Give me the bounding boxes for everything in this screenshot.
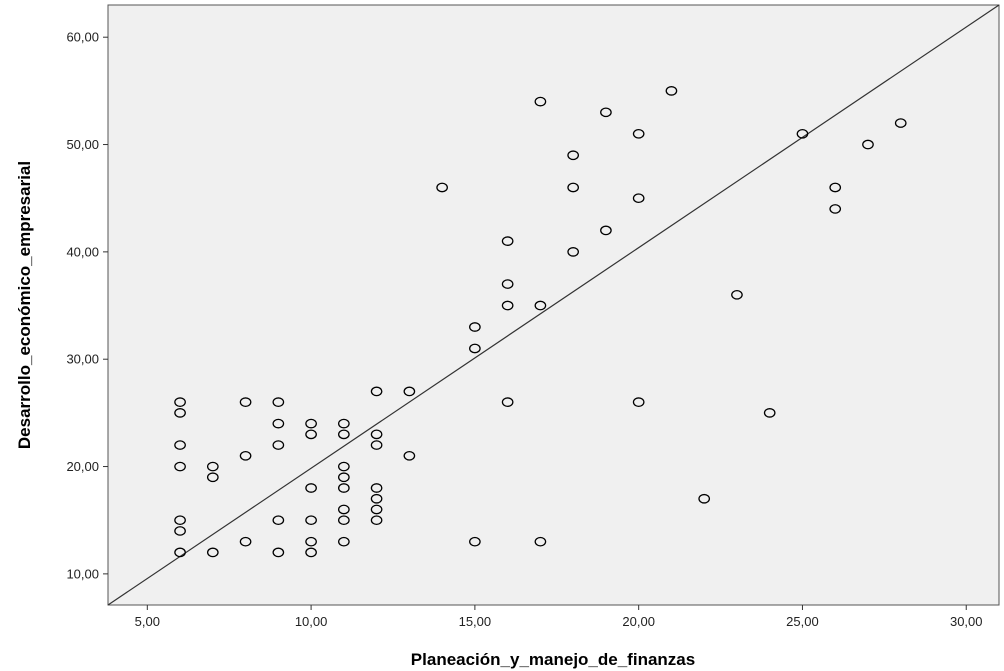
data-point: [272, 397, 285, 407]
data-point: [272, 440, 285, 450]
data-point: [174, 547, 186, 558]
data-point: [567, 150, 580, 161]
data-point: [501, 397, 514, 407]
data-point: [469, 343, 481, 354]
data-point: [370, 386, 383, 397]
fit-line: [107, 4, 1000, 606]
data-point: [403, 386, 416, 397]
y-tick-label: 50,00: [66, 137, 99, 152]
data-point: [632, 193, 645, 204]
data-point: [305, 429, 317, 440]
data-point: [174, 515, 186, 526]
data-point: [698, 493, 711, 504]
x-tick-label: 20,00: [622, 614, 655, 629]
data-point: [600, 107, 612, 118]
data-point: [370, 429, 383, 440]
x-tick-label: 15,00: [459, 614, 492, 629]
data-point: [370, 493, 383, 504]
x-axis: 5,00 10,00 15,00 20,00 25,00 30,00: [135, 605, 983, 629]
data-point: [206, 461, 219, 472]
x-tick-label: 10,00: [295, 614, 328, 629]
data-point: [338, 461, 350, 472]
data-point: [174, 461, 186, 472]
data-point: [174, 408, 186, 418]
data-point: [370, 483, 383, 493]
data-point: [174, 397, 186, 407]
data-point: [174, 526, 186, 536]
y-tick-label: 30,00: [66, 352, 99, 367]
data-point: [305, 483, 317, 493]
data-point: [338, 472, 350, 483]
data-point: [305, 418, 317, 429]
data-point: [829, 204, 842, 214]
data-point: [534, 96, 547, 107]
data-point: [174, 440, 186, 450]
data-point: [796, 128, 809, 139]
data-point: [305, 547, 317, 558]
x-axis-title: Planeación_y_manejo_de_finanzas: [411, 650, 695, 669]
data-point: [305, 536, 317, 547]
data-point: [665, 86, 678, 96]
data-point: [567, 247, 580, 257]
data-point: [370, 515, 383, 526]
data-point: [436, 182, 448, 193]
y-axis: 10,00 20,00 30,00 40,00 50,00 60,00: [66, 30, 108, 581]
data-point: [632, 128, 645, 139]
data-point: [501, 279, 514, 289]
data-point: [206, 547, 219, 558]
data-point: [403, 450, 416, 461]
data-point: [731, 289, 743, 300]
data-point: [600, 225, 612, 236]
data-point: [239, 450, 252, 461]
data-point: [206, 472, 219, 483]
data-point: [370, 504, 383, 515]
data-point: [338, 429, 350, 440]
data-point: [534, 300, 547, 311]
data-point: [894, 118, 907, 128]
data-point: [338, 418, 350, 429]
data-point: [305, 515, 317, 526]
data-point: [567, 182, 580, 193]
data-point: [501, 300, 514, 311]
y-tick-label: 40,00: [66, 244, 99, 259]
data-point: [338, 536, 350, 547]
data-point: [239, 536, 252, 547]
data-point: [272, 515, 285, 526]
data-point: [632, 397, 645, 407]
data-point: [272, 418, 285, 429]
data-point: [469, 322, 481, 332]
y-tick-label: 20,00: [66, 459, 99, 474]
data-point: [763, 408, 776, 418]
data-points: [174, 86, 907, 558]
y-tick-label: 60,00: [66, 30, 99, 45]
data-point: [469, 536, 481, 547]
data-point: [338, 483, 350, 493]
x-tick-label: 5,00: [135, 614, 160, 629]
data-point: [338, 515, 350, 526]
data-point: [862, 139, 874, 150]
x-tick-label: 25,00: [786, 614, 819, 629]
data-point: [829, 182, 842, 193]
x-tick-label: 30,00: [950, 614, 983, 629]
y-tick-label: 10,00: [66, 566, 99, 581]
data-point: [239, 397, 252, 407]
data-point: [338, 504, 350, 515]
y-axis-title: Desarrollo_económico_empresarial: [15, 161, 34, 449]
data-point: [272, 547, 285, 558]
data-point: [501, 236, 514, 246]
data-point: [370, 440, 383, 450]
data-point: [534, 536, 547, 547]
